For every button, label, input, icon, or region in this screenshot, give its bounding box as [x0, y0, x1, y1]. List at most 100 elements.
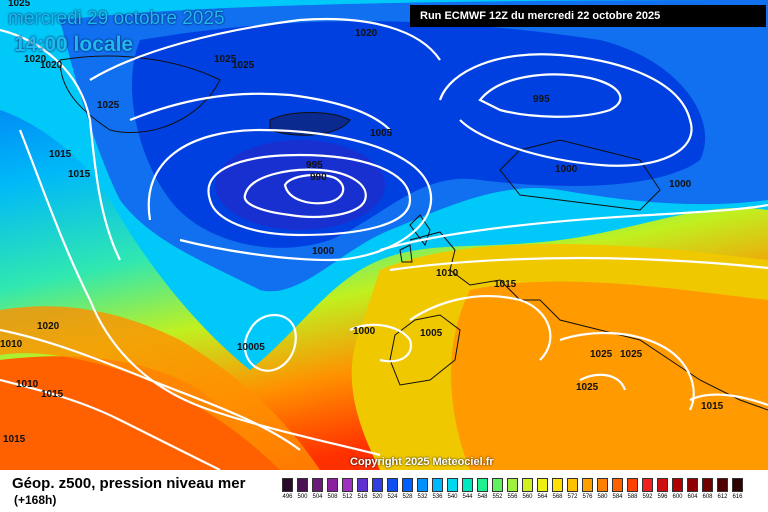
legend-swatch	[567, 478, 578, 492]
forecast-time: 14:00 locale	[14, 33, 134, 56]
isobar-label: 995	[533, 94, 550, 105]
legend-label: 520	[372, 494, 383, 500]
isobar-label: 1025	[8, 0, 31, 9]
legend-swatch	[357, 478, 368, 492]
legend-label: 496	[282, 494, 293, 500]
isobar-label: 1015	[3, 434, 26, 445]
legend-label: 596	[657, 494, 668, 500]
legend-swatch	[477, 478, 488, 492]
isobar-label: 1015	[49, 149, 72, 160]
forecast-date: mercredi 29 octobre 2025	[8, 8, 225, 29]
legend-swatch	[312, 478, 323, 492]
legend-label: 544	[462, 494, 473, 500]
legend-label: 600	[672, 494, 683, 500]
legend-swatch	[387, 478, 398, 492]
legend-label: 588	[627, 494, 638, 500]
legend-label: 524	[387, 494, 398, 500]
legend-label: 568	[552, 494, 563, 500]
legend-swatch	[507, 478, 518, 492]
legend-label: 548	[477, 494, 488, 500]
legend-swatch	[492, 478, 503, 492]
legend-swatch	[732, 478, 743, 492]
legend-label: 504	[312, 494, 323, 500]
lead-time: (+168h)	[14, 493, 57, 507]
isobar-label: 1025	[232, 60, 255, 71]
isobar-label: 1020	[37, 321, 60, 332]
legend-label: 604	[687, 494, 698, 500]
legend-label: 512	[342, 494, 353, 500]
coastline-scandinavia	[499, 139, 661, 211]
legend-label: 500	[297, 494, 308, 500]
legend-swatch	[642, 478, 653, 492]
isobar-label: 995	[306, 160, 323, 171]
legend-label: 508	[327, 494, 338, 500]
legend-label: 612	[717, 494, 728, 500]
product-title: Géop. z500, pression niveau mer	[12, 475, 246, 492]
isobar-label: 1000	[555, 164, 578, 175]
isobar-label: 1010	[436, 268, 459, 279]
legend-label: 592	[642, 494, 653, 500]
weather-map: 1025 1020 1025 1025 1020 1020 1025 1005 …	[0, 0, 768, 470]
field-orange-sw	[0, 306, 320, 470]
legend-label: 564	[537, 494, 548, 500]
legend-swatch	[702, 478, 713, 492]
legend-swatch	[657, 478, 668, 492]
isobar-label: 1005	[420, 328, 443, 339]
isobar-label: 1005	[370, 128, 393, 139]
isobar-label: 1025	[576, 382, 599, 393]
legend-label: 528	[402, 494, 413, 500]
isobar-label: 1015	[701, 401, 724, 412]
isobar-label: 1000	[353, 326, 376, 337]
legend-label: 556	[507, 494, 518, 500]
copyright-notice: Copyright 2025 Meteociel.fr	[350, 456, 494, 468]
field-red-sw	[0, 356, 280, 470]
legend-swatch	[552, 478, 563, 492]
legend-swatch	[672, 478, 683, 492]
isobar-label: 1015	[41, 389, 64, 400]
legend-swatch	[327, 478, 338, 492]
isobar-label: 1000	[669, 179, 692, 190]
coastline-iberia	[389, 314, 461, 386]
legend-swatch	[402, 478, 413, 492]
isobar-label: 1010	[16, 379, 39, 390]
isobar-label: 1010	[0, 339, 23, 350]
legend-label: 540	[447, 494, 458, 500]
legend-label: 608	[702, 494, 713, 500]
isobar-label: 1025	[590, 349, 613, 360]
legend-label: 560	[522, 494, 533, 500]
legend-label: 532	[417, 494, 428, 500]
isobars	[0, 17, 768, 470]
isobar-label: 1025	[97, 100, 120, 111]
legend-swatch	[612, 478, 623, 492]
legend-swatch	[447, 478, 458, 492]
legend-label: 536	[432, 494, 443, 500]
model-run-label: Run ECMWF 12Z du mercredi 22 octobre 202…	[410, 5, 766, 27]
isobar-label: 1020	[40, 60, 63, 71]
legend-label: 580	[597, 494, 608, 500]
legend-swatch	[432, 478, 443, 492]
legend-label: 552	[492, 494, 503, 500]
legend-swatch	[537, 478, 548, 492]
footer-bar: Géop. z500, pression niveau mer (+168h) …	[0, 470, 768, 512]
legend-swatch	[627, 478, 638, 492]
coastline-british-isles	[399, 214, 431, 263]
isobar-label: 990	[310, 172, 327, 183]
legend-swatch	[582, 478, 593, 492]
legend-label: 616	[732, 494, 743, 500]
legend-swatch	[297, 478, 308, 492]
isobar-label: 1025	[214, 54, 237, 65]
legend-swatch	[417, 478, 428, 492]
isobar-label: 1015	[494, 279, 517, 290]
legend-swatch	[687, 478, 698, 492]
legend-swatch	[462, 478, 473, 492]
isobar-label: 10005	[237, 342, 265, 353]
legend-swatch	[597, 478, 608, 492]
iceland	[269, 112, 351, 136]
isobar-label: 1020	[24, 54, 47, 65]
legend-label: 576	[582, 494, 593, 500]
legend-label: 584	[612, 494, 623, 500]
map-canvas	[0, 0, 768, 470]
legend-swatch	[342, 478, 353, 492]
isobar-label: 1015	[68, 169, 91, 180]
isobar-label: 1000	[312, 246, 335, 257]
